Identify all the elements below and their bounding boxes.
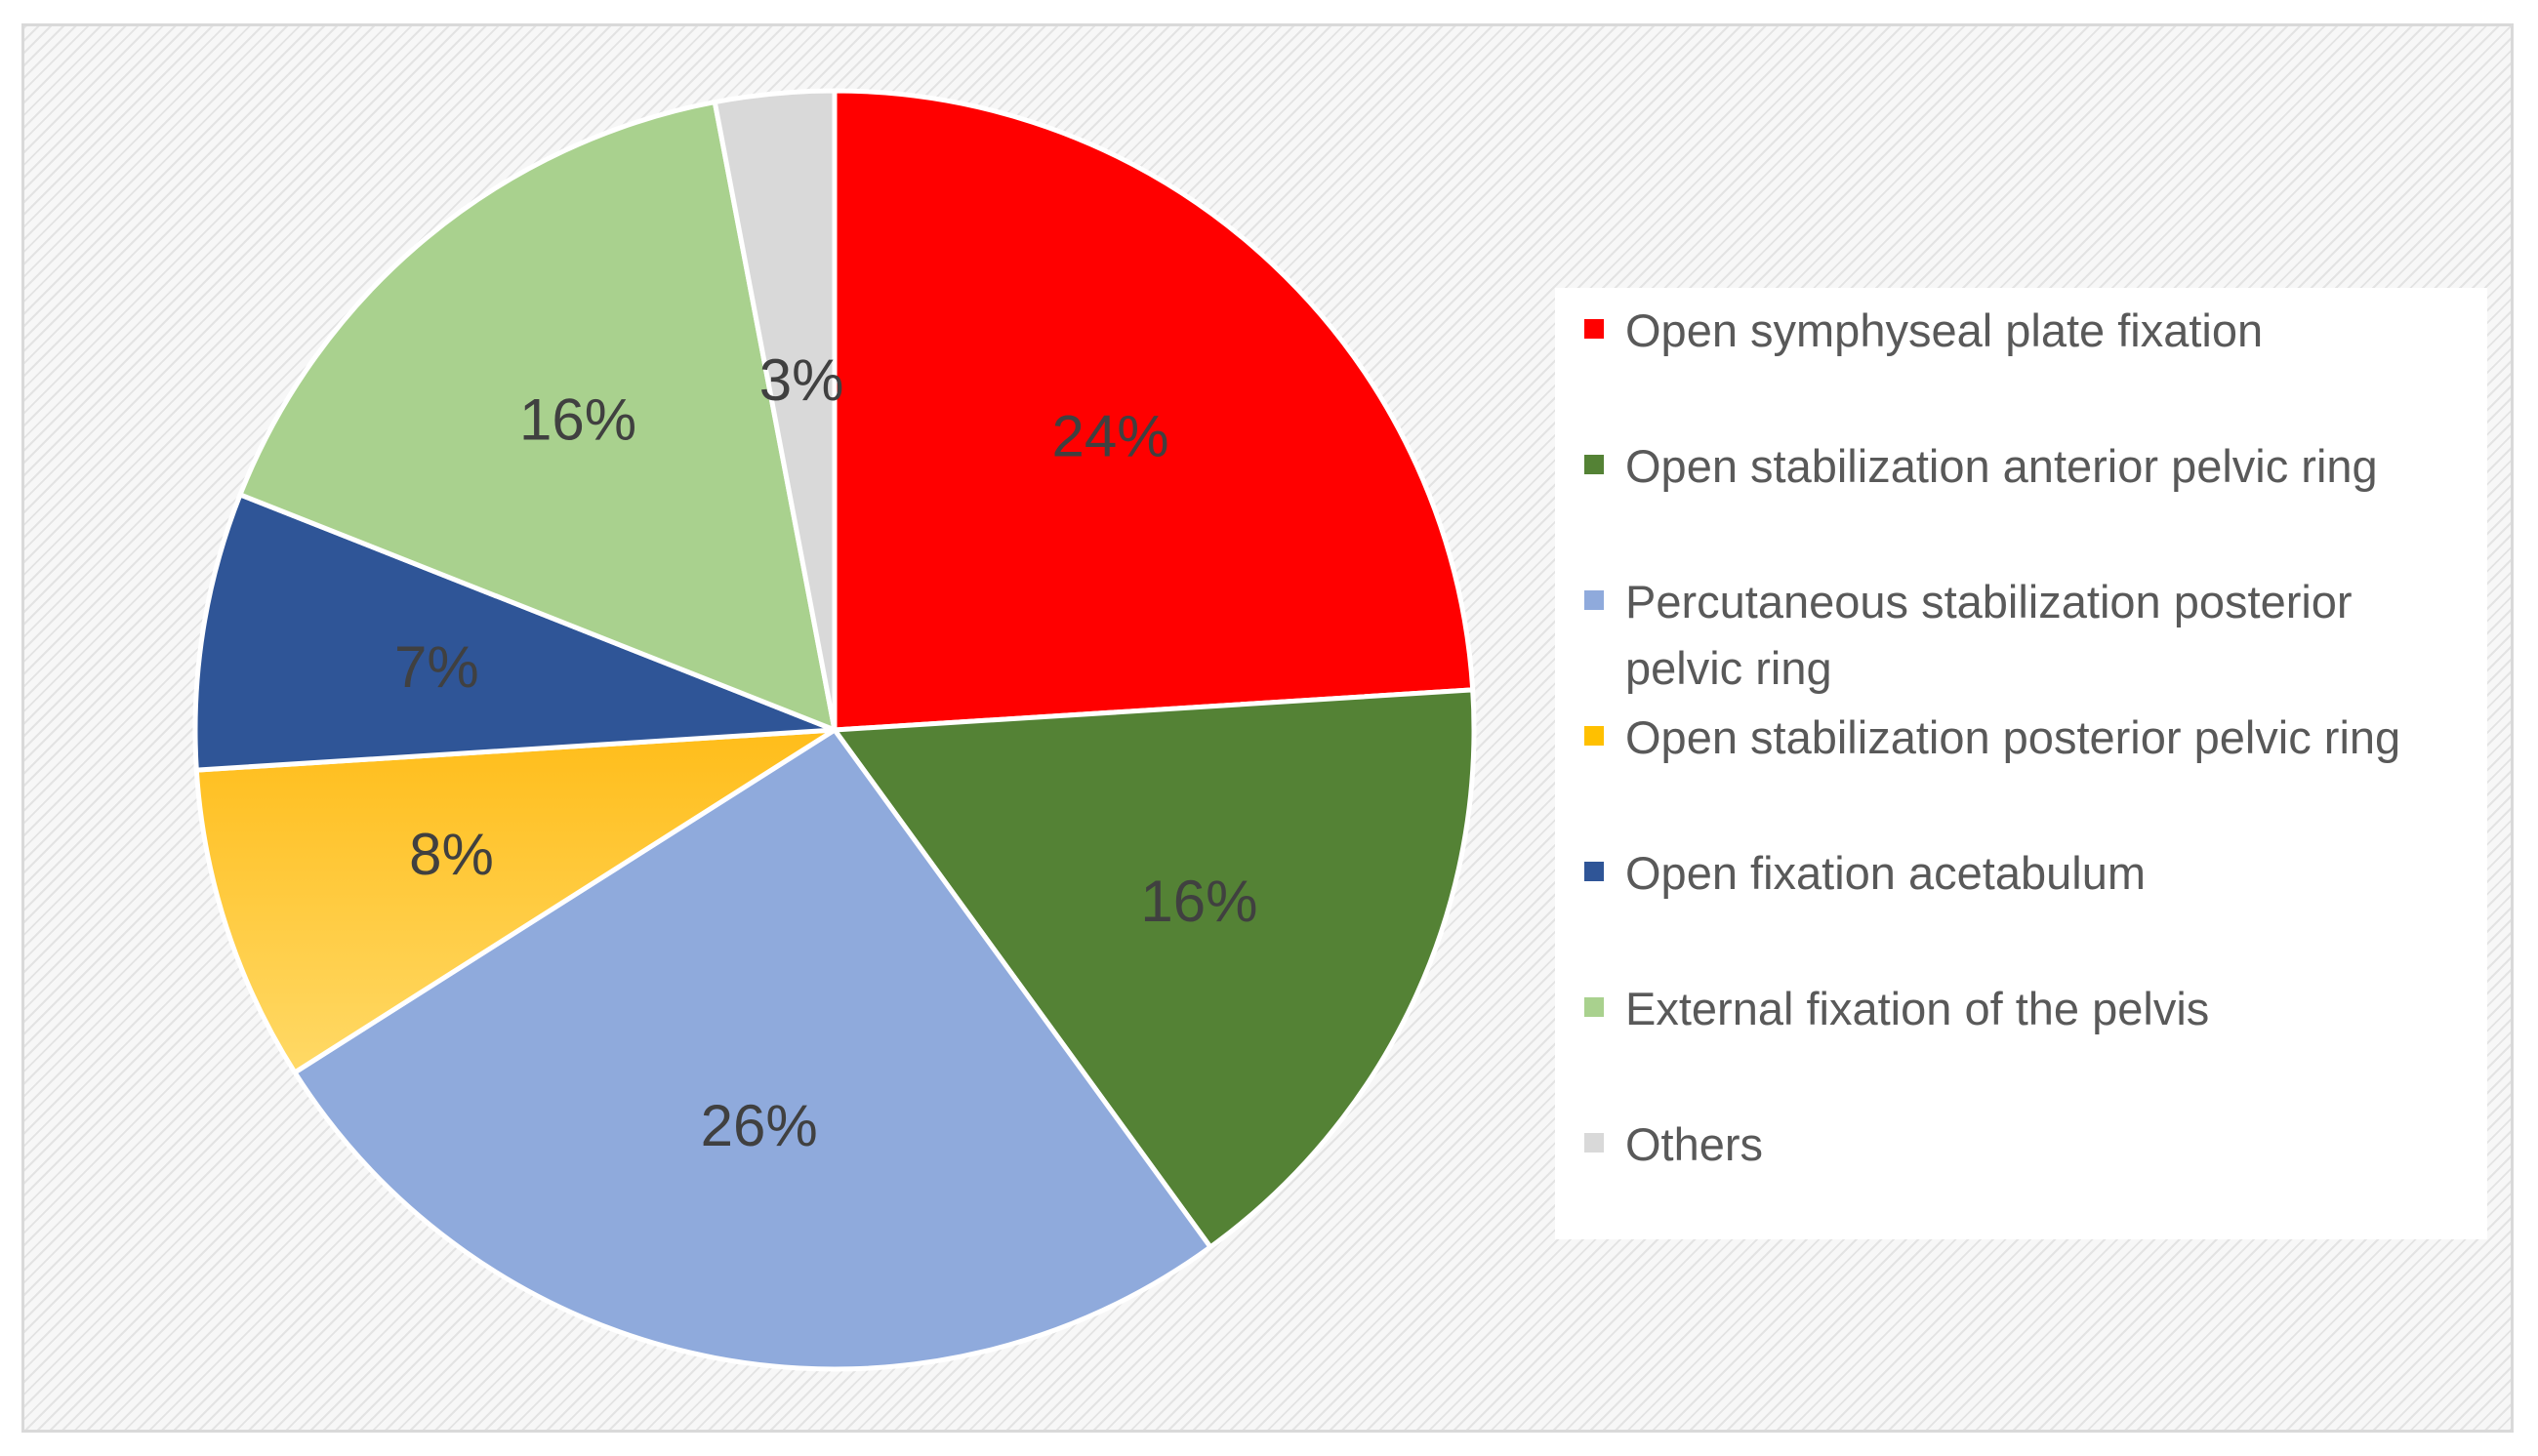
slice-label-1: 16% [1140, 869, 1257, 934]
legend-swatch-0 [1584, 319, 1604, 339]
slice-label-4: 7% [394, 634, 479, 700]
slice-label-2: 26% [701, 1093, 818, 1158]
legend-label-3: Open stabilization posterior pelvic ring [1625, 711, 2401, 763]
pie-slice-4 [192, 492, 838, 773]
legend-swatch-4 [1584, 862, 1604, 881]
legend-item-1: Open stabilization anterior pelvic ring [1584, 433, 2473, 500]
legend-item-2: Percutaneous stabilization posterior pel… [1584, 569, 2473, 702]
legend-label-6: Others [1625, 1118, 1764, 1170]
legend: Open symphyseal plate fixation Open stabi… [1555, 288, 2487, 1239]
pie-slice-5 [237, 100, 838, 733]
legend-swatch-2 [1584, 590, 1604, 610]
legend-label-1: Open stabilization anterior pelvic ring [1625, 440, 2378, 492]
pie-slice-0 [832, 88, 1476, 733]
pie-slice-1 [832, 687, 1477, 1250]
pie-slice-3 [193, 727, 838, 1075]
legend-item-5: External fixation of the pelvis [1584, 976, 2473, 1042]
legend-label-2: Percutaneous stabilization posterior pel… [1625, 576, 2353, 694]
pie-slice-2 [292, 727, 1213, 1372]
legend-item-6: Others [1584, 1112, 2473, 1178]
legend-swatch-6 [1584, 1133, 1604, 1153]
pie-slice-6 [712, 88, 838, 733]
legend-label-5: External fixation of the pelvis [1625, 983, 2210, 1034]
legend-swatch-3 [1584, 726, 1604, 746]
slice-label-6: 3% [759, 347, 844, 413]
legend-item-3: Open stabilization posterior pelvic ring [1584, 705, 2473, 771]
legend-label-4: Open fixation acetabulum [1625, 847, 2146, 899]
legend-item-4: Open fixation acetabulum [1584, 840, 2473, 907]
slice-label-3: 8% [409, 822, 494, 887]
legend-label-0: Open symphyseal plate fixation [1625, 304, 2264, 356]
legend-swatch-5 [1584, 997, 1604, 1017]
legend-swatch-1 [1584, 455, 1604, 474]
slice-label-0: 24% [1051, 404, 1168, 469]
legend-item-0: Open symphyseal plate fixation [1584, 298, 2473, 364]
slice-label-5: 16% [519, 387, 636, 453]
